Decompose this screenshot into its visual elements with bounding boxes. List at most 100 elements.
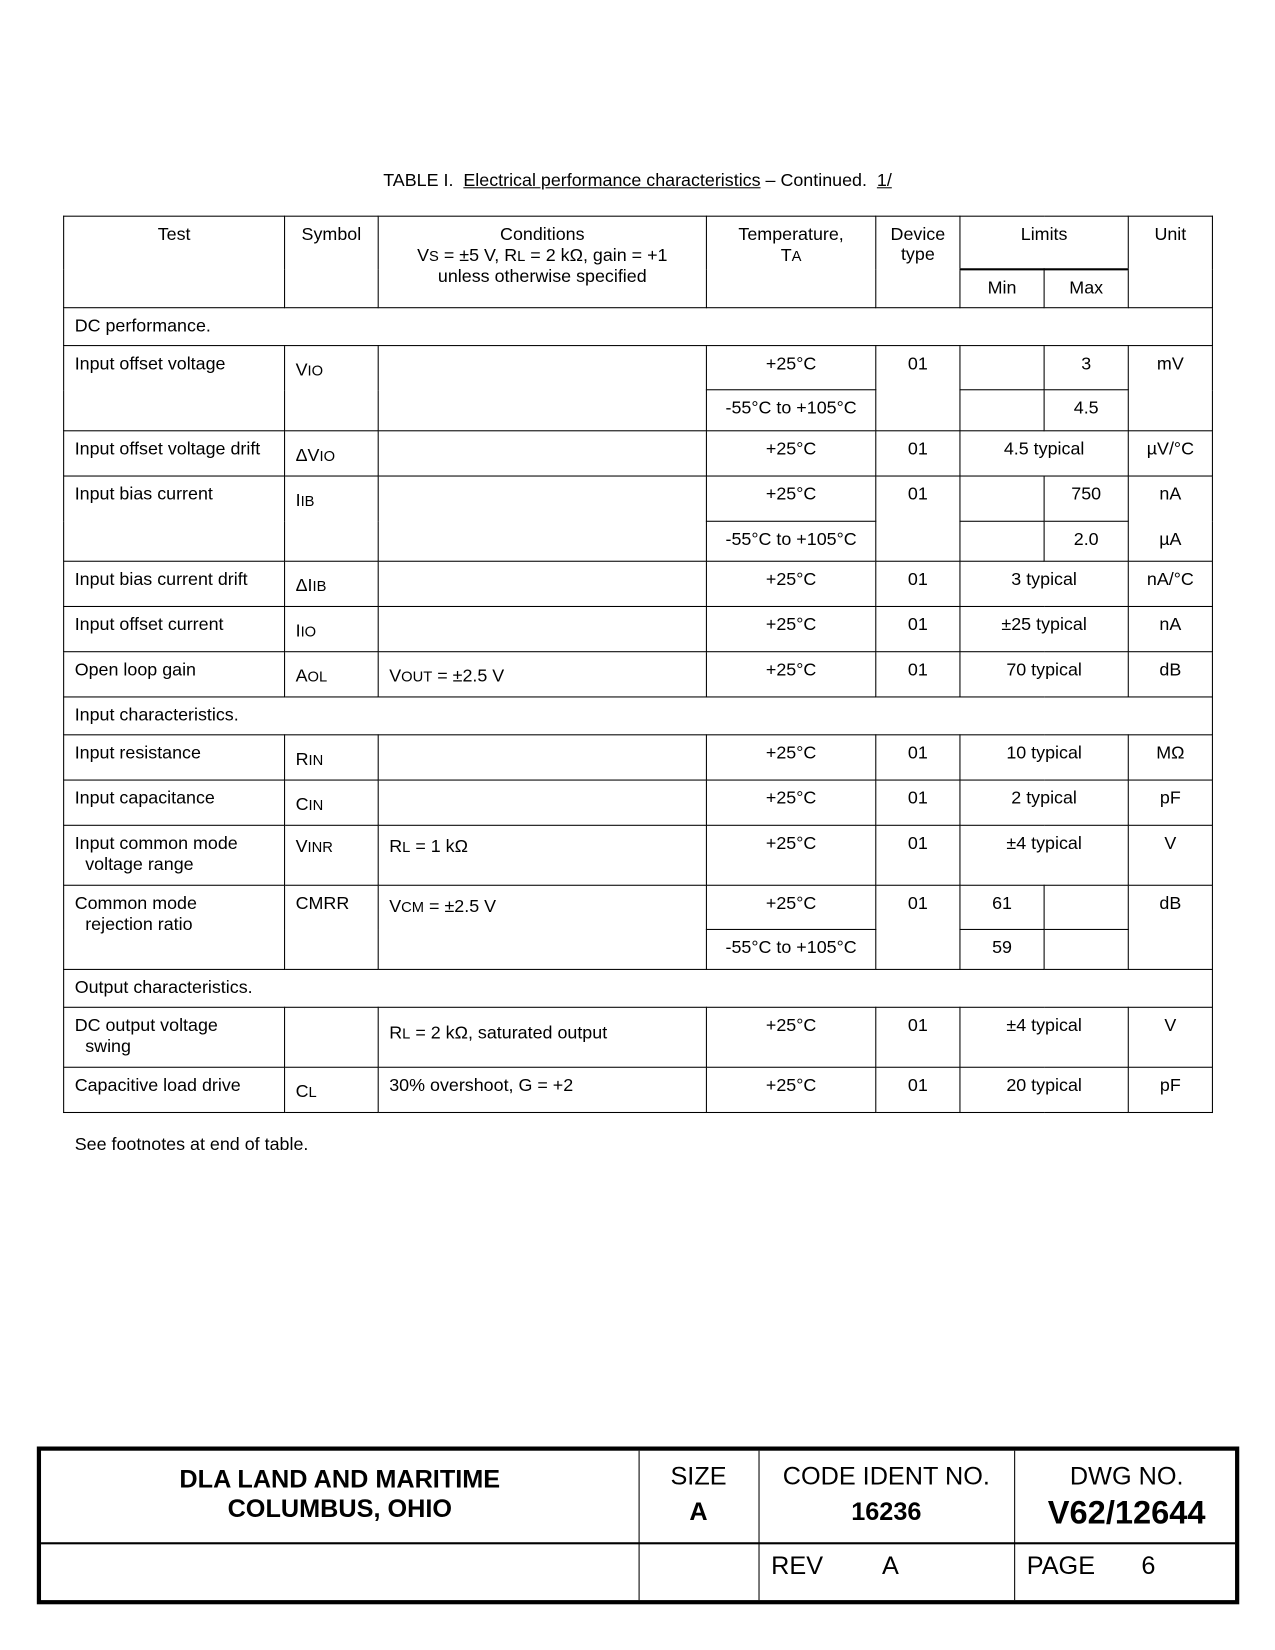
device-type: 01	[875, 430, 961, 477]
table-row: Input bias current drift ΔIIB +25°C 01 3…	[63, 560, 1213, 608]
table-row: Input common mode voltage range VINR RL =…	[63, 824, 1213, 886]
conditions	[377, 430, 707, 477]
max: 3	[1043, 345, 1129, 391]
temperature: +25°C	[705, 345, 877, 391]
device-type: 01	[875, 734, 961, 781]
conditions	[377, 734, 707, 781]
temperature: +25°C	[705, 560, 877, 608]
unit: µV/°C	[1127, 430, 1213, 477]
table-row: Input offset current IIO +25°C 01 ±25 ty…	[63, 605, 1213, 653]
conditions	[377, 475, 707, 562]
test-name: Input offset voltage drift	[63, 430, 286, 477]
temperature: +25°C	[705, 1006, 877, 1068]
conditions	[377, 345, 707, 432]
device-label-2: type	[900, 244, 935, 265]
test-name: Input resistance	[63, 734, 286, 781]
temperature: +25°C	[705, 430, 877, 477]
header-symbol: Symbol	[284, 215, 379, 309]
table-row: Input capacitance CIN +25°C 01 2 typical…	[63, 779, 1213, 826]
min	[959, 475, 1045, 522]
limit: ±4 typical	[959, 824, 1129, 886]
conditions: 30% overshoot, G = +2	[377, 1066, 707, 1114]
header-min: Min	[959, 268, 1045, 309]
unit: nA/°C	[1127, 560, 1213, 608]
rev-cell: REV A	[771, 1552, 899, 1581]
table-row: Capacitive load drive CL 30% overshoot, …	[63, 1066, 1213, 1114]
min: 61	[959, 884, 1045, 930]
electrical-characteristics-table: Test Symbol Conditions VS = ±5 V, RL = 2…	[63, 215, 1213, 1114]
header-unit: Unit	[1127, 215, 1213, 309]
test-name: Capacitive load drive	[63, 1066, 286, 1114]
limit: 4.5 typical	[959, 430, 1129, 477]
section-output-characteristics: Output characteristics.	[63, 968, 1213, 1008]
device-type: 01	[875, 1006, 961, 1068]
table-row: Input offset voltage drift ΔVIO +25°C 01…	[63, 430, 1213, 477]
test-name: Input offset current	[63, 605, 286, 653]
min	[959, 520, 1045, 562]
max: 750	[1043, 475, 1129, 522]
symbol: ΔIIB	[284, 560, 379, 608]
test-name: Input bias current	[63, 475, 286, 562]
conditions	[377, 560, 707, 608]
header-limits: Limits	[959, 215, 1129, 270]
device-type: 01	[875, 605, 961, 653]
header-row: Test Symbol Conditions VS = ±5 V, RL = 2…	[63, 215, 1213, 309]
device-type: 01	[875, 345, 961, 432]
conditions: RL = 1 kΩ	[377, 824, 707, 886]
device-type: 01	[875, 779, 961, 826]
dwg-no-value: V62/12644	[1047, 1493, 1206, 1531]
temperature: +25°C	[705, 605, 877, 653]
org-name: DLA LAND AND MARITIME	[179, 1465, 501, 1494]
footnote-note: See footnotes at end of table.	[74, 1134, 309, 1155]
limit: 70 typical	[959, 651, 1129, 698]
unit: MΩ	[1127, 734, 1213, 781]
test-name: Input offset voltage	[63, 345, 286, 432]
device-type: 01	[875, 560, 961, 608]
device-type: 01	[875, 475, 961, 562]
temperature: +25°C	[705, 475, 877, 522]
conditions: VOUT = ±2.5 V	[377, 651, 707, 698]
page-value: 6	[1141, 1551, 1156, 1581]
max: 2.0	[1043, 520, 1129, 562]
unit: dB	[1127, 651, 1213, 698]
unit: pF	[1127, 779, 1213, 826]
unit: pF	[1127, 1066, 1213, 1114]
unit: V	[1127, 824, 1213, 886]
org-location: COLUMBUS, OHIO	[227, 1494, 452, 1524]
test-name: DC output voltage swing	[63, 1006, 286, 1068]
section-dc-performance: DC performance.	[63, 307, 1213, 347]
min	[959, 389, 1045, 432]
symbol: IIB	[284, 475, 379, 562]
vs-sub: S	[429, 247, 439, 265]
rev-label: REV	[771, 1551, 824, 1581]
size-cell: SIZE A	[639, 1459, 759, 1531]
rev-value: A	[881, 1551, 899, 1581]
organization: DLA LAND AND MARITIME COLUMBUS, OHIO	[41, 1465, 639, 1524]
unit: nA	[1127, 605, 1213, 653]
table-row: Common mode rejection ratio CMRR VCM = ±2…	[63, 884, 1213, 970]
dwg-no-label: DWG NO.	[1069, 1462, 1184, 1491]
temperature: +25°C	[705, 651, 877, 698]
limit: 3 typical	[959, 560, 1129, 608]
device-type: 01	[875, 1066, 961, 1114]
title-block: DLA LAND AND MARITIME COLUMBUS, OHIO SIZ…	[36, 1446, 1240, 1605]
test-name: Input bias current drift	[63, 560, 286, 608]
size-value: A	[689, 1498, 708, 1527]
rl-sub: L	[517, 247, 526, 265]
size-label: SIZE	[670, 1462, 727, 1491]
limit: ±4 typical	[959, 1006, 1129, 1068]
conditions-title: Conditions	[500, 224, 585, 245]
max	[1043, 884, 1129, 930]
page-label: PAGE	[1026, 1551, 1096, 1581]
table-row: Open loop gain AOL VOUT = ±2.5 V +25°C 0…	[63, 651, 1213, 698]
temperature: -55°C to +105°C	[705, 928, 877, 970]
temperature: -55°C to +105°C	[705, 389, 877, 432]
test-name: Open loop gain	[63, 651, 286, 698]
table-row: Input offset voltage VIO +25°C 01 3 mV	[63, 345, 1213, 432]
conditions: RL = 2 kΩ, saturated output	[377, 1006, 707, 1068]
page-cell: PAGE 6	[1027, 1552, 1156, 1581]
dwg-no-cell: DWG NO. V62/12644	[1014, 1459, 1239, 1531]
spec-a: = ±5 V, R	[438, 245, 518, 266]
conditions-spec: VS = ±5 V, RL = 2 kΩ, gain = +1	[389, 245, 695, 266]
test-name: Input common mode voltage range	[63, 824, 286, 886]
